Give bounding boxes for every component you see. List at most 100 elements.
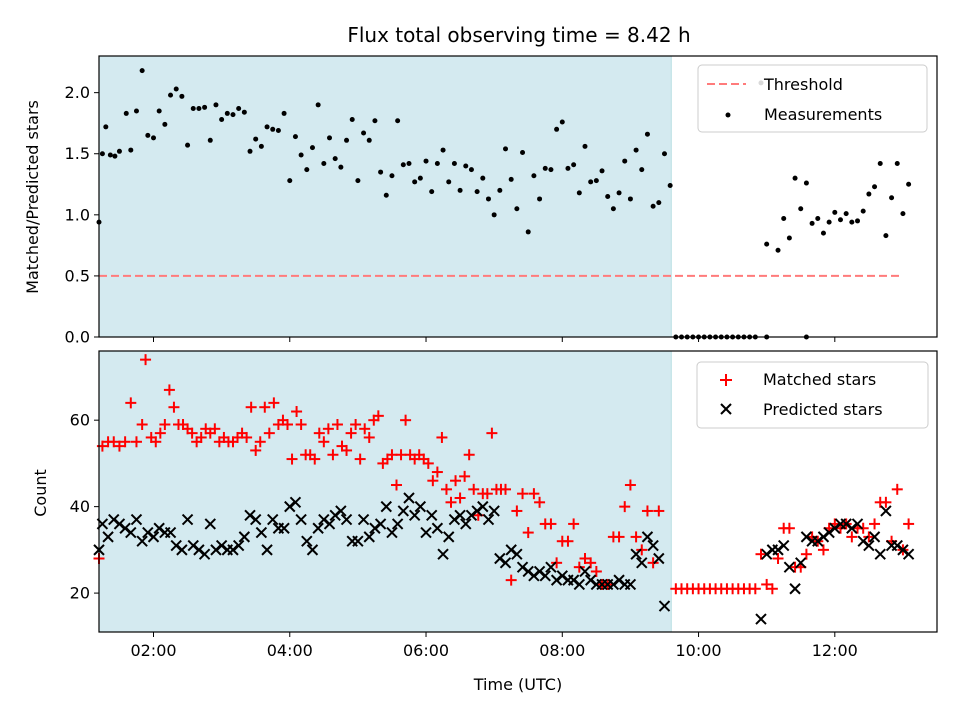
predicted-star-point bbox=[374, 518, 387, 530]
measurement-point bbox=[497, 187, 503, 193]
bot-ytick-label: 20 bbox=[70, 584, 90, 603]
matched-star-point bbox=[341, 444, 353, 456]
measurement-point bbox=[247, 148, 253, 154]
measurement-point bbox=[906, 181, 912, 187]
measurement-point bbox=[775, 247, 781, 253]
bottom-xtick-label: 08:00 bbox=[539, 641, 585, 660]
predicted-star-point bbox=[232, 539, 245, 552]
measurement-point bbox=[185, 142, 191, 148]
matched-star-point bbox=[119, 436, 131, 448]
measurement-point bbox=[508, 176, 514, 182]
matched-star-point bbox=[250, 444, 262, 456]
matched-star-point bbox=[486, 427, 498, 439]
measurement-point bbox=[485, 196, 491, 202]
predicted-star-point bbox=[181, 513, 194, 526]
bottom-xtick-label: 06:00 bbox=[403, 641, 449, 660]
measurement-point bbox=[190, 106, 196, 112]
bottom-xtick-label: 04:00 bbox=[267, 641, 313, 660]
predicted-star-point bbox=[335, 505, 347, 517]
matched-star-point bbox=[636, 544, 648, 556]
predicted-star-point bbox=[397, 505, 410, 517]
predicted-star-point bbox=[573, 578, 586, 591]
matched-star-point bbox=[630, 531, 642, 543]
top-ytick-label: 1.5 bbox=[65, 144, 90, 163]
predicted-star-point bbox=[795, 557, 807, 569]
measurement-point bbox=[537, 196, 543, 202]
predicted-star-point bbox=[630, 548, 642, 560]
measurement-point bbox=[781, 215, 787, 221]
top-y-ticks: 0.0 0.5 1.0 1.5 2.0 bbox=[65, 83, 99, 347]
measurement-point bbox=[451, 161, 457, 167]
predicted-star-point bbox=[340, 513, 353, 526]
predicted-star-point bbox=[125, 526, 137, 539]
measurement-point bbox=[889, 195, 895, 201]
predicted-star-point bbox=[778, 539, 790, 552]
measurement-point bbox=[434, 161, 440, 167]
matched-star-point bbox=[613, 531, 625, 543]
predicted-star-point bbox=[289, 496, 302, 509]
measurement-point bbox=[883, 233, 889, 239]
measurement-point bbox=[457, 187, 463, 193]
matched-star-point bbox=[857, 522, 869, 534]
measurement-point bbox=[855, 218, 861, 224]
measurement-point bbox=[872, 184, 878, 190]
predicted-star-point bbox=[499, 557, 512, 569]
measurement-point bbox=[275, 128, 281, 134]
matched-star-point bbox=[440, 483, 452, 495]
measurement-point bbox=[116, 148, 122, 154]
measurement-point bbox=[440, 147, 446, 153]
measurement-point bbox=[383, 192, 389, 198]
predicted-star-point bbox=[306, 544, 319, 556]
predicted-star-point bbox=[420, 526, 432, 539]
measurement-point bbox=[531, 173, 537, 179]
predicted-star-point bbox=[403, 492, 415, 504]
measurement-point bbox=[792, 175, 798, 181]
matched-star-point bbox=[641, 505, 653, 517]
predicted-star-point bbox=[386, 526, 398, 539]
measurement-point bbox=[639, 167, 645, 173]
matched-star-point bbox=[263, 427, 275, 439]
measurement-point bbox=[480, 175, 486, 181]
predicted-star-point bbox=[477, 500, 489, 513]
matched-star-point bbox=[130, 436, 142, 448]
predicted-star-point bbox=[653, 552, 665, 565]
measurement-point bbox=[610, 206, 616, 212]
matched-star-point bbox=[136, 418, 148, 430]
measurement-point bbox=[900, 211, 906, 217]
matched-star-point bbox=[113, 440, 125, 452]
matched-star-point bbox=[354, 453, 366, 465]
bot-ytick-label: 40 bbox=[70, 497, 90, 516]
measurement-point bbox=[173, 86, 179, 92]
measurement-point bbox=[616, 190, 622, 196]
matched-star-point bbox=[318, 436, 330, 448]
bottom-plot-marks bbox=[93, 354, 915, 625]
predicted-star-point bbox=[238, 531, 251, 543]
measurement-point bbox=[764, 241, 770, 247]
predicted-star-point bbox=[868, 531, 881, 543]
predicted-star-point bbox=[408, 509, 421, 521]
matched-star-point bbox=[350, 418, 362, 430]
predicted-star-point bbox=[357, 513, 370, 526]
predicted-star-point bbox=[198, 548, 211, 560]
measurement-point bbox=[107, 152, 113, 158]
top-legend-box bbox=[697, 64, 928, 133]
measurement-point bbox=[133, 108, 139, 114]
matched-star-point bbox=[817, 544, 829, 556]
legend-predicted-marker bbox=[720, 403, 732, 415]
measurement-point bbox=[338, 164, 344, 170]
measurement-point bbox=[820, 230, 826, 236]
measurement-point bbox=[650, 203, 656, 209]
measurement-point bbox=[803, 180, 809, 186]
predicted-star-point bbox=[902, 548, 915, 560]
bottom-x-ticks: 02:00 04:00 06:00 08:00 10:00 12:00 bbox=[130, 632, 858, 660]
measurement-point bbox=[258, 143, 264, 149]
matched-star-point bbox=[108, 436, 120, 448]
measurement-point bbox=[139, 68, 145, 74]
predicted-star-point bbox=[164, 526, 177, 539]
measurement-point bbox=[548, 167, 554, 173]
measurement-point bbox=[849, 219, 855, 225]
matched-star-point bbox=[327, 449, 339, 461]
measurement-point bbox=[372, 118, 378, 124]
measurement-point bbox=[417, 175, 423, 181]
predicted-star-point bbox=[755, 613, 767, 625]
